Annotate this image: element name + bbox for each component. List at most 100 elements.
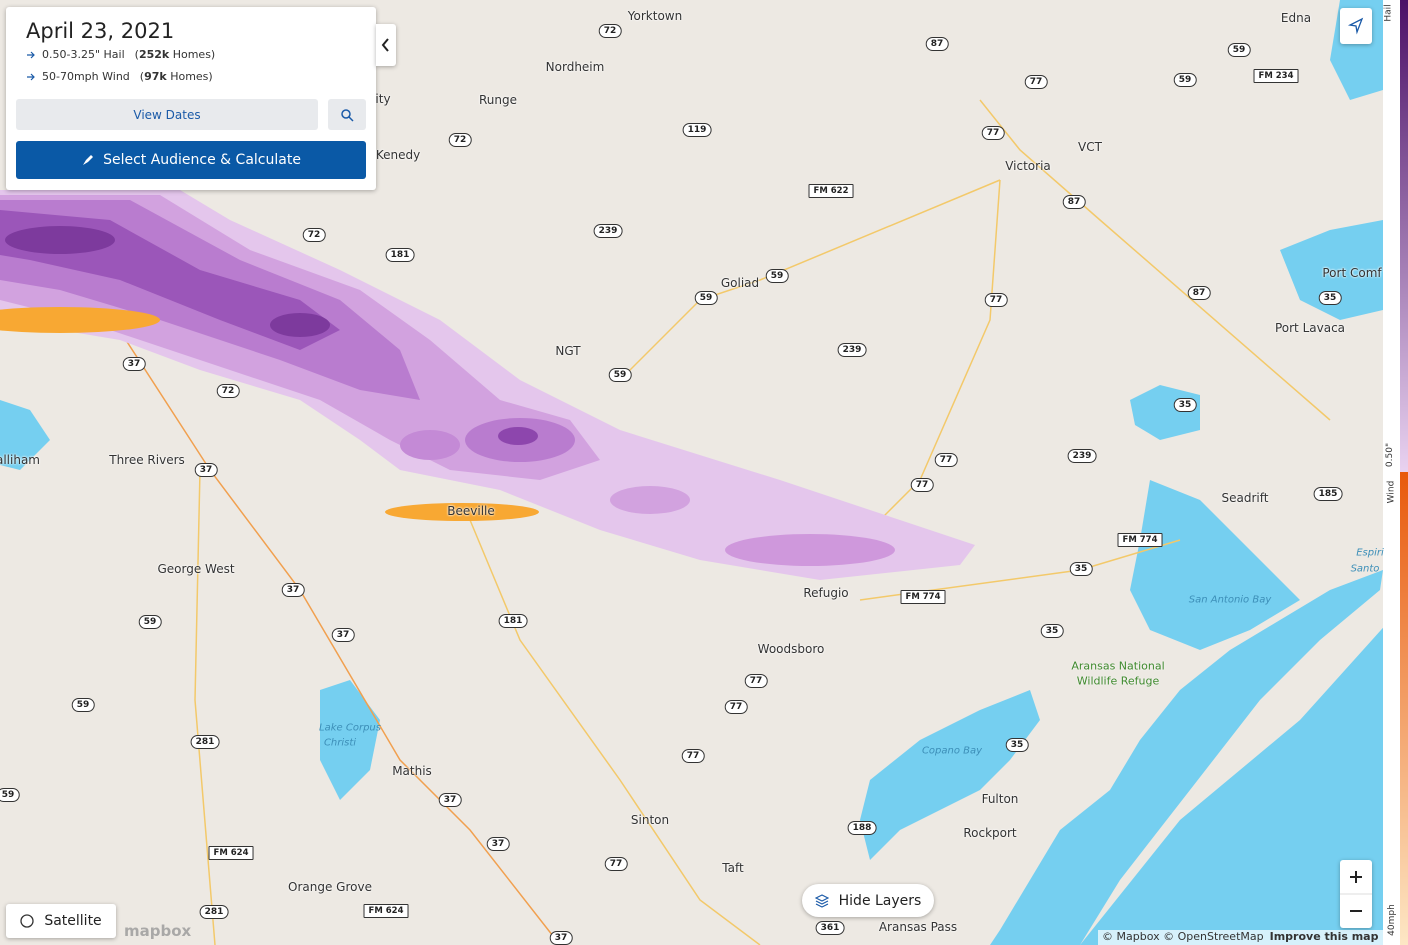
road-shield: 72	[302, 228, 326, 242]
road-shield: 37	[281, 583, 305, 597]
map-label: Aransas National	[1071, 659, 1165, 673]
homes-part: Homes)	[166, 70, 213, 83]
event-panel: April 23, 2021 0.50-3.25" Hail (252k Home…	[6, 7, 376, 190]
road-shield: 72	[448, 133, 472, 147]
road-shield: 281	[190, 735, 220, 749]
map-label: Sinton	[630, 813, 670, 827]
road-shield: 59	[1227, 43, 1251, 57]
road-shield: 181	[385, 248, 415, 262]
homes-part: 252k	[138, 48, 170, 61]
map-label: Goliad	[720, 276, 760, 290]
road-shield: 37	[486, 837, 510, 851]
map-label: George West	[157, 562, 235, 576]
road-shield: FM 624	[208, 846, 254, 860]
road-shield: 37	[438, 793, 462, 807]
attribution-text[interactable]: © Mapbox © OpenStreetMap	[1102, 930, 1264, 943]
calculate-text: Select Audience & Calculate	[103, 152, 301, 168]
wind-swath	[0, 307, 539, 521]
road-shield: 77	[981, 126, 1005, 140]
mapbox-logo: mapbox	[124, 922, 192, 940]
search-icon	[341, 108, 354, 122]
event-date: April 23, 2021	[26, 19, 175, 43]
legend-label: Wind	[1386, 480, 1397, 504]
legend-label: Hail	[1383, 4, 1394, 22]
road-shield: 77	[744, 674, 768, 688]
road-shield: 59	[1173, 73, 1197, 87]
map-label: Edna	[1280, 11, 1312, 25]
map-label: NGT	[555, 344, 581, 358]
arrow-icon	[27, 51, 35, 58]
view-dates-button[interactable]: View Dates	[16, 99, 318, 130]
road-shield: 35	[1318, 291, 1342, 305]
road-shield: 239	[837, 343, 867, 357]
road-shield: FM 774	[1117, 533, 1163, 547]
map-label: Port Lavaca	[1274, 321, 1346, 335]
road-shield: FM 234	[1253, 69, 1299, 83]
road-shield: 72	[216, 384, 240, 398]
event-label: 50-70mph Wind	[42, 70, 130, 83]
wind-scale	[1400, 472, 1408, 945]
road-shield: 59	[765, 269, 789, 283]
road-shield: 181	[498, 614, 528, 628]
legend-label: 40mph	[1386, 904, 1397, 936]
road-shield: 87	[1062, 195, 1086, 209]
road-shield: 77	[934, 453, 958, 467]
hide-layers-button[interactable]: Hide Layers	[802, 884, 934, 917]
road-shield: 87	[925, 37, 949, 51]
event-homes: (97k Homes)	[140, 70, 213, 83]
improve-link[interactable]: Improve this map	[1269, 930, 1379, 943]
collapse-button[interactable]	[376, 24, 396, 66]
road-shield: 77	[984, 293, 1008, 307]
homes-part: 97k	[144, 70, 167, 83]
map-label: alliham	[0, 453, 41, 467]
road-shield: 77	[604, 857, 628, 871]
map-label: ity	[375, 92, 391, 106]
road-shield: 72	[598, 24, 622, 38]
map-label: Beeville	[447, 504, 495, 518]
road-shield: 59	[694, 291, 718, 305]
zoom-icons	[1340, 871, 1372, 912]
road-shield: 361	[815, 921, 845, 935]
road-shield: FM 774	[900, 590, 946, 604]
locate-button[interactable]	[1340, 8, 1372, 44]
satellite-button[interactable]: Satellite	[6, 904, 116, 938]
attribution: © Mapbox © OpenStreetMap Improve this ma…	[1098, 930, 1383, 945]
map-label: Seadrift	[1221, 491, 1269, 505]
map-label: Fulton	[981, 792, 1019, 806]
globe-icon	[20, 914, 34, 928]
road-shield: 188	[847, 821, 877, 835]
map-label: Wildlife Refuge	[1076, 674, 1160, 688]
arrow-icon	[27, 73, 35, 80]
homes-part: Homes)	[169, 48, 216, 61]
road-shield: 35	[1069, 562, 1093, 576]
road-shield: 37	[194, 463, 218, 477]
road-shield: 37	[331, 628, 355, 642]
map-label: Yorktown	[627, 9, 683, 23]
event-homes: (252k Homes)	[135, 48, 216, 61]
map-label: VCT	[1078, 140, 1102, 154]
map-label: Woodsboro	[757, 642, 825, 656]
map-label: Christi	[323, 737, 357, 749]
map-label: Kenedy	[375, 148, 421, 162]
homes-part: (	[134, 48, 139, 61]
map-label: Lake Corpus	[319, 722, 381, 734]
map-label: Copano Bay	[921, 745, 983, 757]
calculate-button[interactable]: Select Audience & Calculate	[16, 141, 366, 179]
map-label: Three Rivers	[109, 453, 185, 467]
road-shield: 77	[724, 700, 748, 714]
map-label: Rockport	[963, 826, 1017, 840]
layers-icon	[814, 893, 829, 908]
event-row: 50-70mph Wind (97k Homes)	[26, 70, 213, 83]
map-label: Port Comf	[1322, 266, 1382, 280]
map-label: Santo	[1350, 563, 1380, 575]
locate-icon	[1347, 17, 1364, 35]
search-button[interactable]	[328, 99, 366, 130]
road-shield: 77	[910, 478, 934, 492]
map-label: Runge	[478, 93, 518, 107]
road-shield: 77	[1024, 75, 1048, 89]
satellite-text: Satellite	[44, 913, 102, 929]
road-shield: 119	[682, 123, 712, 137]
road-shield: 37	[549, 931, 573, 945]
